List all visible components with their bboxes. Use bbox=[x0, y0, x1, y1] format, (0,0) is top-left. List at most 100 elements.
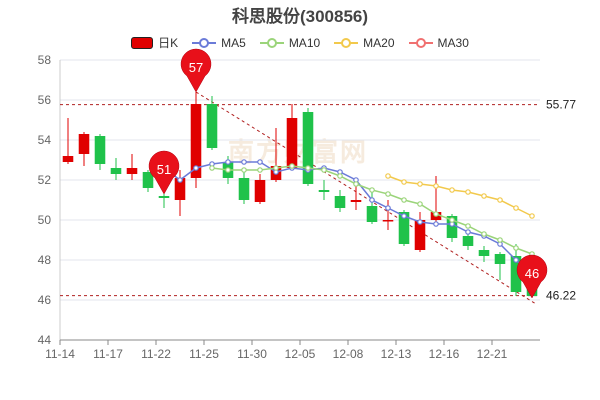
x-tick-label: 12-13 bbox=[381, 347, 412, 361]
ma10-point bbox=[497, 237, 503, 243]
ma10-point bbox=[369, 187, 375, 193]
ma10-line-icon bbox=[259, 37, 284, 48]
ma10-point bbox=[513, 245, 519, 251]
ma10-point bbox=[241, 167, 247, 173]
y-tick-label: 54 bbox=[38, 133, 52, 147]
ma5-point bbox=[417, 219, 423, 225]
y-tick-label: 46 bbox=[38, 293, 52, 307]
ma20-point bbox=[465, 189, 471, 195]
candle-body bbox=[366, 206, 378, 222]
x-tick-label: 11-30 bbox=[237, 347, 267, 361]
trend-line bbox=[195, 91, 537, 305]
legend-item-ma10[interactable]: MA10 bbox=[259, 34, 321, 51]
y-tick-label: 50 bbox=[38, 213, 52, 227]
legend-label-ma5: MA5 bbox=[221, 35, 246, 50]
ma10-point bbox=[273, 165, 279, 171]
legend-label-ma30: MA30 bbox=[437, 35, 469, 50]
price-marker-pin bbox=[516, 254, 548, 299]
y-tick-label: 44 bbox=[38, 333, 52, 347]
candle-body bbox=[62, 156, 74, 162]
ma5-point bbox=[225, 159, 231, 165]
price-marker-label: 51 bbox=[157, 162, 171, 177]
ma20-point bbox=[433, 183, 439, 189]
ma10-point bbox=[353, 181, 359, 187]
y-tick-label: 56 bbox=[38, 93, 52, 107]
candle-body bbox=[142, 172, 154, 188]
candle-body bbox=[78, 134, 90, 154]
chart-legend: 日K MA5 MA10 MA20 MA30 bbox=[0, 34, 600, 51]
legend-item-ma20[interactable]: MA20 bbox=[334, 34, 395, 51]
ma20-point bbox=[401, 179, 407, 185]
price-marker-label: 46 bbox=[525, 266, 539, 281]
ma20-point bbox=[513, 205, 519, 211]
legend-item-kline[interactable]: 日K bbox=[131, 34, 178, 51]
ma5-point bbox=[433, 221, 439, 227]
x-tick-label: 11-22 bbox=[141, 347, 171, 361]
ma10-point bbox=[305, 165, 311, 171]
candle-body bbox=[206, 104, 218, 148]
y-tick-label: 48 bbox=[38, 253, 52, 267]
ma20-point bbox=[497, 197, 503, 203]
legend-label-kline: 日K bbox=[158, 36, 179, 50]
x-tick-label: 12-21 bbox=[477, 347, 508, 361]
ma10-point bbox=[481, 231, 487, 237]
candle-body bbox=[302, 112, 314, 184]
legend-item-ma5[interactable]: MA5 bbox=[192, 34, 246, 51]
candle-body bbox=[446, 216, 458, 238]
candle-body bbox=[190, 104, 202, 178]
x-tick-label: 11-25 bbox=[189, 347, 219, 361]
ma5-line bbox=[163, 161, 533, 277]
ma20-point bbox=[417, 181, 423, 187]
y-tick-label: 52 bbox=[38, 173, 52, 187]
ma10-point bbox=[433, 211, 439, 217]
ma5-point bbox=[513, 257, 519, 263]
ma10-point bbox=[257, 167, 263, 173]
ma20-point bbox=[529, 213, 535, 219]
ma20-point bbox=[385, 173, 391, 179]
x-tick-label: 12-08 bbox=[333, 347, 364, 361]
chart-title: 科思股份(300856) bbox=[231, 7, 369, 26]
y-tick-label: 58 bbox=[38, 53, 52, 67]
ma10-point bbox=[417, 201, 423, 207]
legend-label-ma20: MA20 bbox=[363, 35, 395, 50]
ma5-point bbox=[465, 229, 471, 235]
price-marker-label: 57 bbox=[189, 60, 203, 75]
ma20-line-icon bbox=[334, 37, 359, 48]
x-tick-label: 11-17 bbox=[93, 347, 123, 361]
ma30-line-icon bbox=[408, 37, 433, 48]
ma10-point bbox=[449, 217, 455, 223]
ma10-point bbox=[209, 165, 215, 171]
x-tick-label: 12-16 bbox=[429, 347, 460, 361]
ma5-point bbox=[385, 205, 391, 211]
reference-line-label: 55.77 bbox=[546, 98, 576, 112]
ma5-line-icon bbox=[192, 37, 217, 48]
candle-body bbox=[494, 254, 506, 264]
ma10-point bbox=[225, 167, 231, 173]
ma10-point bbox=[385, 191, 391, 197]
ma20-point bbox=[481, 193, 487, 199]
candle-body bbox=[462, 236, 474, 246]
candle-body bbox=[110, 168, 122, 174]
ma10-point bbox=[465, 223, 471, 229]
legend-item-ma30[interactable]: MA30 bbox=[408, 34, 469, 51]
candle-body bbox=[350, 200, 362, 202]
x-tick-label: 11-14 bbox=[45, 347, 75, 361]
candle-body bbox=[382, 220, 394, 222]
ma5-point bbox=[401, 213, 407, 219]
candle-body bbox=[286, 118, 298, 168]
price-marker-pin bbox=[180, 48, 212, 93]
ma10-point bbox=[401, 197, 407, 203]
candle-body bbox=[238, 178, 250, 200]
ma5-point bbox=[193, 165, 199, 171]
ma5-point bbox=[241, 159, 247, 165]
x-tick-label: 12-05 bbox=[285, 347, 316, 361]
candle-body bbox=[94, 136, 106, 164]
legend-label-ma10: MA10 bbox=[288, 35, 321, 50]
candle-body bbox=[414, 220, 426, 250]
candle-body bbox=[478, 250, 490, 256]
candle-body bbox=[126, 168, 138, 174]
ma10-point bbox=[337, 173, 343, 179]
ma20-line bbox=[387, 175, 533, 217]
candle-body bbox=[334, 196, 346, 208]
